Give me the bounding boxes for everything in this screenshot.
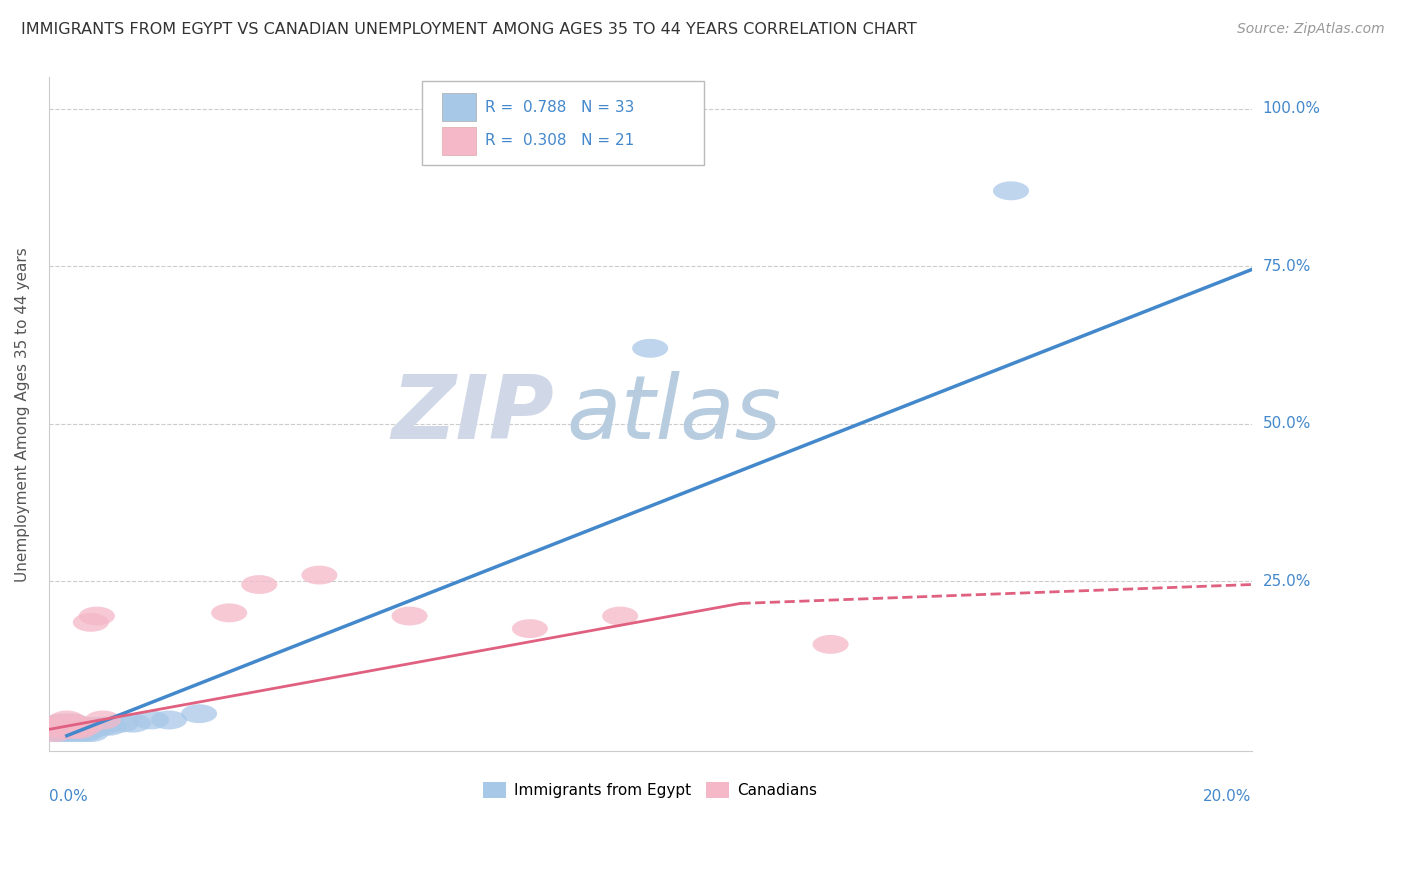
FancyBboxPatch shape <box>441 127 475 155</box>
Ellipse shape <box>73 613 108 632</box>
Ellipse shape <box>37 720 73 739</box>
Ellipse shape <box>813 635 849 654</box>
Ellipse shape <box>602 607 638 625</box>
Ellipse shape <box>49 714 84 732</box>
Text: 100.0%: 100.0% <box>1263 102 1320 117</box>
Y-axis label: Unemployment Among Ages 35 to 44 years: Unemployment Among Ages 35 to 44 years <box>15 247 30 582</box>
Text: R =  0.308   N = 21: R = 0.308 N = 21 <box>485 133 634 148</box>
Ellipse shape <box>115 714 150 732</box>
Ellipse shape <box>55 720 91 739</box>
Text: 20.0%: 20.0% <box>1204 789 1251 804</box>
Ellipse shape <box>49 717 84 736</box>
Ellipse shape <box>242 575 277 594</box>
Text: atlas: atlas <box>567 371 780 458</box>
Ellipse shape <box>42 720 79 739</box>
Ellipse shape <box>73 720 108 739</box>
Ellipse shape <box>211 603 247 623</box>
Ellipse shape <box>67 720 103 739</box>
Ellipse shape <box>512 619 548 638</box>
Ellipse shape <box>49 720 84 739</box>
Ellipse shape <box>55 717 91 736</box>
Ellipse shape <box>181 704 217 723</box>
Ellipse shape <box>84 711 121 730</box>
Ellipse shape <box>60 717 97 736</box>
Text: 25.0%: 25.0% <box>1263 574 1310 589</box>
Text: Source: ZipAtlas.com: Source: ZipAtlas.com <box>1237 22 1385 37</box>
Ellipse shape <box>60 720 97 739</box>
Ellipse shape <box>301 566 337 584</box>
Ellipse shape <box>103 714 139 732</box>
Ellipse shape <box>42 723 79 742</box>
Ellipse shape <box>55 714 91 732</box>
Ellipse shape <box>42 714 79 732</box>
Ellipse shape <box>55 714 91 732</box>
Ellipse shape <box>37 723 73 742</box>
Ellipse shape <box>134 711 169 730</box>
Text: R =  0.788   N = 33: R = 0.788 N = 33 <box>485 100 634 114</box>
Ellipse shape <box>391 607 427 625</box>
Text: 0.0%: 0.0% <box>49 789 87 804</box>
Text: 75.0%: 75.0% <box>1263 259 1310 274</box>
Ellipse shape <box>42 714 79 732</box>
Text: IMMIGRANTS FROM EGYPT VS CANADIAN UNEMPLOYMENT AMONG AGES 35 TO 44 YEARS CORRELA: IMMIGRANTS FROM EGYPT VS CANADIAN UNEMPL… <box>21 22 917 37</box>
Ellipse shape <box>67 717 103 736</box>
Ellipse shape <box>993 181 1029 201</box>
Ellipse shape <box>37 723 73 742</box>
Ellipse shape <box>60 720 97 739</box>
Ellipse shape <box>67 723 103 742</box>
Ellipse shape <box>84 717 121 736</box>
Ellipse shape <box>60 723 97 742</box>
Ellipse shape <box>55 720 91 739</box>
Text: 50.0%: 50.0% <box>1263 417 1310 432</box>
Ellipse shape <box>37 717 73 736</box>
Ellipse shape <box>49 711 84 730</box>
Ellipse shape <box>60 717 97 736</box>
Ellipse shape <box>42 720 79 739</box>
Ellipse shape <box>91 717 127 736</box>
FancyBboxPatch shape <box>422 81 704 165</box>
Ellipse shape <box>49 717 84 736</box>
Ellipse shape <box>49 723 84 742</box>
FancyBboxPatch shape <box>441 93 475 121</box>
Ellipse shape <box>67 717 103 736</box>
Ellipse shape <box>73 723 108 742</box>
Ellipse shape <box>42 717 79 736</box>
Legend: Immigrants from Egypt, Canadians: Immigrants from Egypt, Canadians <box>477 776 823 805</box>
Ellipse shape <box>79 717 115 736</box>
Text: ZIP: ZIP <box>391 371 554 458</box>
Ellipse shape <box>79 607 115 625</box>
Ellipse shape <box>633 339 668 358</box>
Ellipse shape <box>37 717 73 736</box>
Ellipse shape <box>55 723 91 742</box>
Ellipse shape <box>150 711 187 730</box>
